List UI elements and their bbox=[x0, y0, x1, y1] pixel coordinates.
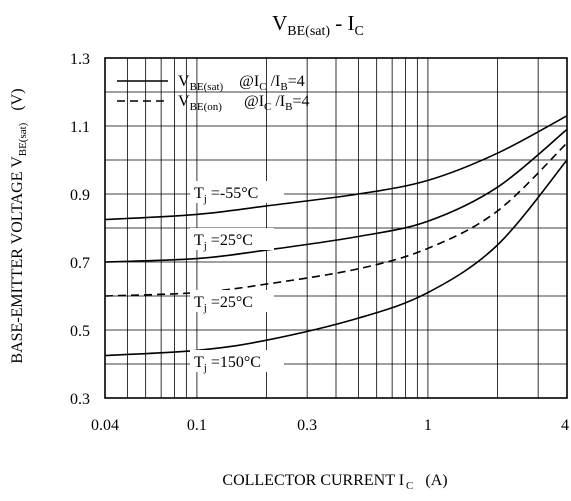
grid-lines bbox=[105, 58, 567, 398]
series-labels: Tj =-55°C Tj =25°C Tj =25°C Tj =150°C bbox=[190, 181, 284, 374]
x-tick-label: 1 bbox=[424, 417, 432, 434]
chart-title: VBE(sat) - IC bbox=[272, 11, 364, 39]
series-label-2: Tj =25°C bbox=[194, 232, 253, 252]
x-tick-label: 0.04 bbox=[91, 417, 119, 434]
x-axis-label: COLLECTOR CURRENT I C (A) bbox=[222, 472, 447, 492]
series-label-4: Tj =150°C bbox=[194, 354, 261, 374]
y-tick-label: 1.3 bbox=[70, 51, 90, 68]
y-tick-label: 0.7 bbox=[70, 255, 90, 272]
y-tick-label: 0.3 bbox=[70, 391, 90, 408]
legend: VBE(sat) @IC /IB=4 VBE(on) @IC /IB=4 bbox=[117, 73, 310, 113]
series-line-1 bbox=[104, 115, 568, 221]
axes bbox=[104, 57, 568, 399]
tick-labels: 0.04 0.1 0.3 1 4 0.3 0.5 0.7 0.9 1.1 1.3 bbox=[70, 51, 569, 434]
legend-item-2: VBE(on) @IC /IB=4 bbox=[178, 93, 310, 113]
series-line-2 bbox=[104, 128, 568, 263]
y-tick-label: 0.5 bbox=[70, 323, 90, 340]
series-label-1: Tj =-55°C bbox=[194, 185, 258, 205]
legend-item-1: VBE(sat) @IC /IB=4 bbox=[178, 73, 305, 93]
x-tick-label: 4 bbox=[561, 417, 569, 434]
y-tick-label: 1.1 bbox=[70, 119, 90, 136]
series-label-3: Tj =25°C bbox=[194, 294, 253, 314]
plot-frame bbox=[104, 57, 568, 399]
y-axis-label: BASE-EMITTER VOLTAGE VBE(sat)(V) bbox=[9, 88, 29, 363]
x-tick-label: 0.3 bbox=[297, 417, 317, 434]
y-tick-label: 0.9 bbox=[70, 187, 90, 204]
x-tick-label: 0.1 bbox=[187, 417, 207, 434]
